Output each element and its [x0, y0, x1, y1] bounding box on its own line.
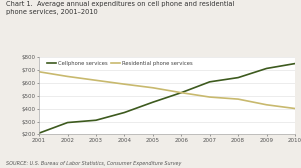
Residential phone services	[179, 92, 183, 94]
Text: SOURCE: U.S. Bureau of Labor Statistics, Consumer Expenditure Survey: SOURCE: U.S. Bureau of Labor Statistics,…	[6, 161, 182, 166]
Residential phone services	[293, 108, 297, 110]
Residential phone services	[94, 79, 98, 81]
Cellphone services	[265, 67, 268, 69]
Cellphone services	[66, 121, 69, 123]
Residential phone services	[208, 96, 212, 98]
Residential phone services	[37, 71, 41, 73]
Cellphone services	[208, 81, 212, 83]
Cellphone services	[179, 92, 183, 94]
Cellphone services	[236, 77, 240, 79]
Residential phone services	[151, 87, 155, 89]
Cellphone services	[94, 119, 98, 121]
Legend: Cellphone services, Residential phone services: Cellphone services, Residential phone se…	[47, 60, 193, 66]
Cellphone services	[151, 101, 155, 103]
Line: Residential phone services: Residential phone services	[39, 72, 295, 109]
Line: Cellphone services: Cellphone services	[39, 64, 295, 133]
Cellphone services	[123, 112, 126, 114]
Residential phone services	[123, 83, 126, 85]
Residential phone services	[66, 75, 69, 77]
Residential phone services	[236, 98, 240, 100]
Text: Chart 1.  Average annual expenditures on cell phone and residential
phone servic: Chart 1. Average annual expenditures on …	[6, 1, 234, 15]
Residential phone services	[265, 104, 268, 106]
Cellphone services	[37, 132, 41, 134]
Cellphone services	[293, 62, 297, 65]
